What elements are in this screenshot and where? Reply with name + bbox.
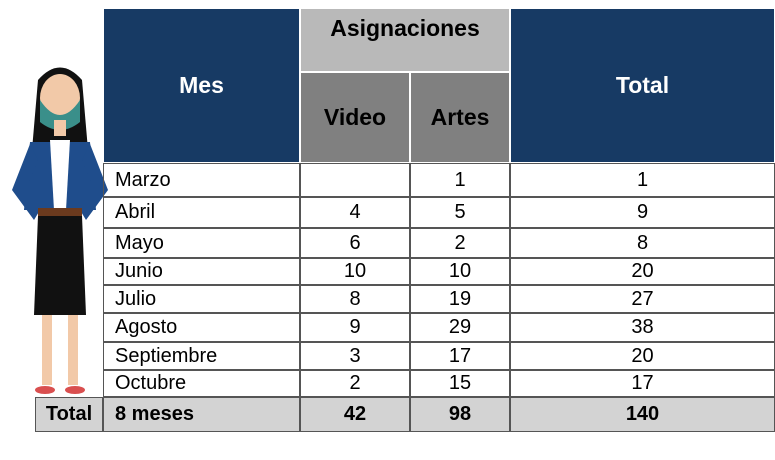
header-cell: Artes	[410, 72, 510, 163]
table-cell: 3	[300, 342, 410, 370]
table-cell: 2	[410, 228, 510, 258]
table-cell: 20	[510, 342, 775, 370]
illustration	[12, 67, 108, 394]
table-cell: 42	[300, 397, 410, 432]
table-cell: 38	[510, 313, 775, 342]
table-cell: 5	[410, 197, 510, 228]
table-cell: 19	[410, 285, 510, 313]
table-cell: Octubre	[103, 370, 300, 397]
table-cell: Abril	[103, 197, 300, 228]
header-cell: Video	[300, 72, 410, 163]
table-cell: Marzo	[103, 163, 300, 197]
table-cell: 1	[510, 163, 775, 197]
table-cell: 6	[300, 228, 410, 258]
table-cell: 9	[300, 313, 410, 342]
table-cell: 8 meses	[103, 397, 300, 432]
table-cell: Junio	[103, 258, 300, 285]
table-cell: 17	[510, 370, 775, 397]
table-cell: 1	[410, 163, 510, 197]
header-cell: Total	[510, 8, 775, 163]
table-cell: 17	[410, 342, 510, 370]
table-cell: 9	[510, 197, 775, 228]
table-cell: Mayo	[103, 228, 300, 258]
table-cell: Agosto	[103, 313, 300, 342]
table-cell: 29	[410, 313, 510, 342]
table-cell: 8	[300, 285, 410, 313]
page: Mes Asignaciones Video Artes Total Marzo…	[12, 8, 775, 432]
table-cell: Total	[35, 397, 103, 432]
header-cell: Asignaciones	[300, 8, 510, 72]
table-cell: 27	[510, 285, 775, 313]
table-cell: 10	[300, 258, 410, 285]
table-cell: 2	[300, 370, 410, 397]
table-cell: 4	[300, 197, 410, 228]
table-cell: 140	[510, 397, 775, 432]
table-cell: 15	[410, 370, 510, 397]
table-cell: Julio	[103, 285, 300, 313]
header-cell: Mes	[103, 8, 300, 163]
table-cell: 10	[410, 258, 510, 285]
table-cell: 8	[510, 228, 775, 258]
table-cell: Septiembre	[103, 342, 300, 370]
table-cell	[300, 163, 410, 197]
table-cell: 20	[510, 258, 775, 285]
table-cell: 98	[410, 397, 510, 432]
